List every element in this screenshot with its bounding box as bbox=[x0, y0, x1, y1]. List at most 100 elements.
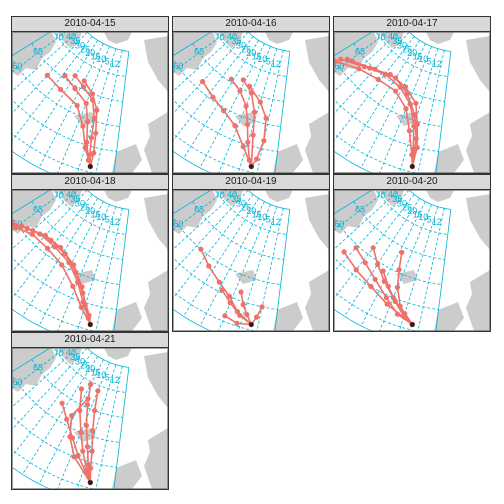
meridian-label: 35 bbox=[392, 194, 402, 204]
land-mass bbox=[104, 32, 132, 44]
trajectory-point bbox=[338, 56, 344, 62]
volcano-source-icon bbox=[87, 322, 93, 327]
volcano-source-icon bbox=[248, 322, 254, 327]
trajectory-line bbox=[355, 247, 413, 326]
trajectory-point bbox=[384, 301, 390, 307]
parallel-label: 70 bbox=[376, 190, 386, 200]
meridian-label: 5 bbox=[105, 373, 110, 383]
trajectory-point bbox=[83, 422, 89, 429]
trajectory-point bbox=[62, 251, 68, 257]
trajectory-point bbox=[334, 58, 338, 64]
trajectory-map: 40353025201510512757065605551 bbox=[173, 32, 329, 173]
meridian-line bbox=[76, 48, 117, 173]
meridian-label: 40 bbox=[66, 32, 76, 42]
land-mass bbox=[265, 190, 293, 202]
meridian-line bbox=[22, 40, 99, 159]
meridian-label: 40 bbox=[388, 32, 398, 42]
meridian-line bbox=[379, 46, 432, 173]
map-layer: 40353025201510512757065605551 bbox=[173, 190, 329, 331]
panel-date-strip: 2010-04-19 bbox=[173, 175, 329, 190]
trajectory-point bbox=[69, 413, 75, 419]
trajectory-point bbox=[413, 100, 419, 106]
trajectory-point bbox=[372, 276, 378, 282]
map-layer: 40353025201510512757065605551 bbox=[12, 348, 168, 489]
panel-date-strip: 2010-04-21 bbox=[12, 333, 168, 348]
trajectory-point bbox=[92, 408, 98, 414]
meridian-line bbox=[183, 40, 260, 159]
land-mass bbox=[305, 112, 329, 173]
meridian-line bbox=[334, 32, 373, 57]
parallel-line bbox=[173, 308, 212, 331]
map-panel: 2010-04-21 40353025201510512757065605551 bbox=[11, 332, 169, 490]
meridian-label: 10 bbox=[96, 370, 106, 380]
map-layer: 40353025201510512757065605551 bbox=[334, 190, 490, 331]
trajectory-point bbox=[244, 121, 251, 128]
meridian-label: 30 bbox=[75, 357, 85, 367]
parallel-label: 60 bbox=[334, 61, 344, 71]
land-mass bbox=[104, 190, 132, 202]
meridian-line bbox=[12, 190, 66, 231]
meridian-line bbox=[199, 43, 265, 169]
map-layer: 40353025201510512757065605551 bbox=[334, 32, 490, 173]
land-mass bbox=[144, 352, 168, 408]
meridian-line bbox=[173, 36, 254, 142]
parallel-label: 70 bbox=[54, 348, 64, 358]
trajectory-point bbox=[82, 145, 88, 151]
meridian-line bbox=[113, 209, 130, 331]
volcano-source-icon bbox=[87, 164, 93, 169]
trajectory-map: 40353025201510512757065605551 bbox=[12, 32, 168, 173]
meridian-label: 35 bbox=[231, 36, 241, 46]
trajectory-point bbox=[86, 312, 92, 319]
land-mass bbox=[466, 112, 490, 173]
land-mass bbox=[305, 270, 329, 331]
meridian-line bbox=[95, 366, 123, 489]
meridian-label: 20 bbox=[246, 206, 256, 216]
land-mass bbox=[426, 190, 454, 202]
trajectory-point bbox=[95, 388, 101, 394]
meridian-label: 30 bbox=[75, 41, 85, 51]
trajectory-point bbox=[412, 112, 418, 118]
meridian-label: 30 bbox=[397, 199, 407, 209]
trajectory-map: 40353025201510512757065605551 bbox=[334, 190, 490, 331]
land-mass bbox=[112, 144, 142, 173]
meridian-label: 10 bbox=[418, 212, 428, 222]
trajectory-point bbox=[261, 138, 267, 144]
meridian-line bbox=[218, 46, 271, 173]
land-mass bbox=[173, 190, 217, 234]
meridian-line bbox=[113, 367, 130, 489]
meridian-line bbox=[12, 348, 51, 373]
trajectory-point bbox=[84, 119, 91, 125]
meridian-label: 30 bbox=[397, 41, 407, 51]
trajectory-point bbox=[368, 283, 374, 290]
trajectory-point bbox=[413, 136, 419, 142]
meridian-label: 12 bbox=[432, 217, 442, 227]
trajectory-point bbox=[80, 84, 87, 90]
trajectory-point bbox=[251, 109, 258, 115]
meridian-line bbox=[95, 50, 123, 173]
meridian-label: 40 bbox=[227, 32, 237, 42]
meridian-label: 10 bbox=[418, 54, 428, 64]
parallel-label: 70 bbox=[54, 32, 64, 42]
trajectory-point bbox=[402, 84, 409, 90]
trajectory-point bbox=[244, 312, 250, 318]
meridian-line bbox=[12, 190, 51, 215]
meridian-label: 25 bbox=[80, 203, 90, 213]
parallel-line bbox=[12, 308, 51, 331]
meridian-label: 10 bbox=[96, 212, 106, 222]
trajectory-map: 40353025201510512757065605551 bbox=[334, 32, 490, 173]
land-mass bbox=[305, 36, 329, 92]
meridian-line bbox=[334, 190, 373, 215]
meridian-label: 20 bbox=[85, 48, 95, 58]
parallel-label: 65 bbox=[194, 47, 204, 57]
parallel-label: 70 bbox=[54, 190, 64, 200]
trajectory-point bbox=[234, 320, 240, 326]
trajectory-point bbox=[90, 428, 96, 434]
parallel-line bbox=[334, 99, 439, 152]
meridian-line bbox=[12, 32, 51, 57]
land-mass bbox=[112, 460, 142, 489]
meridian-line bbox=[173, 32, 239, 92]
map-panel: 2010-04-20 40353025201510512757065605551 bbox=[333, 174, 491, 332]
meridian-label: 30 bbox=[236, 199, 246, 209]
land-mass bbox=[273, 302, 303, 331]
trajectory-point bbox=[362, 260, 368, 266]
